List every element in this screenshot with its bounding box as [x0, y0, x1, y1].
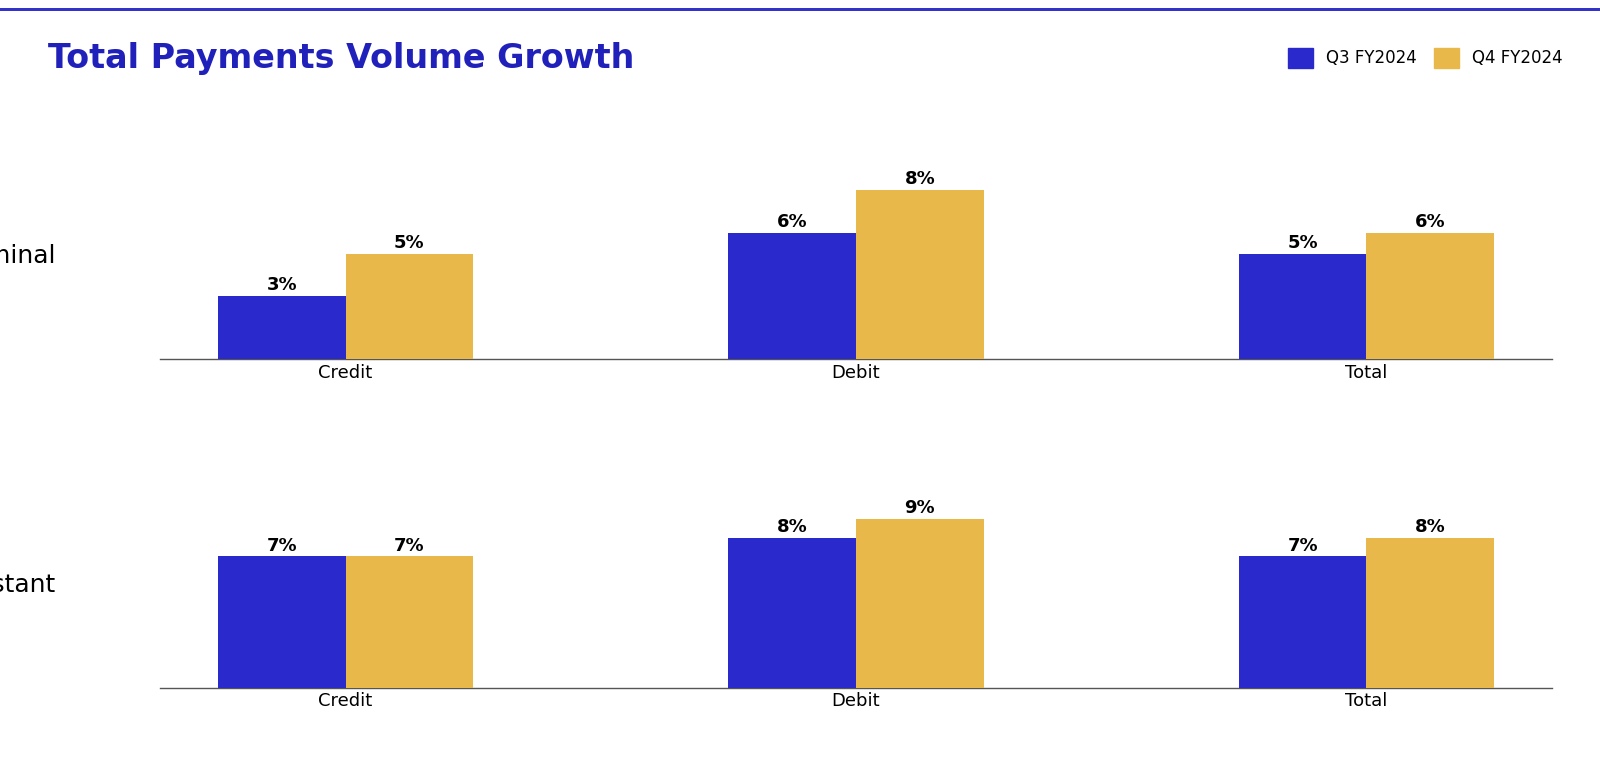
Text: 8%: 8% — [778, 518, 808, 536]
Bar — [346, 556, 474, 688]
Text: 5%: 5% — [394, 234, 424, 251]
Bar — [856, 519, 984, 688]
Bar — [1238, 254, 1366, 359]
Text: 8%: 8% — [904, 170, 934, 189]
Text: 7%: 7% — [394, 536, 424, 555]
Text: Nominal: Nominal — [0, 244, 56, 268]
Bar — [218, 296, 346, 359]
Bar — [856, 190, 984, 359]
Legend: Q3 FY2024, Q4 FY2024: Q3 FY2024, Q4 FY2024 — [1283, 43, 1568, 73]
Bar — [1238, 556, 1366, 688]
Text: 5%: 5% — [1288, 234, 1318, 251]
Bar — [346, 254, 474, 359]
Bar — [1366, 538, 1494, 688]
Text: 6%: 6% — [778, 212, 808, 231]
Bar — [728, 232, 856, 359]
Text: 7%: 7% — [1288, 536, 1318, 555]
Bar — [218, 556, 346, 688]
Text: 9%: 9% — [904, 499, 934, 517]
Text: Constant: Constant — [0, 573, 56, 597]
Text: 6%: 6% — [1414, 212, 1445, 231]
Bar — [728, 538, 856, 688]
Text: 3%: 3% — [267, 276, 298, 293]
Text: 7%: 7% — [267, 536, 298, 555]
Text: 8%: 8% — [1414, 518, 1445, 536]
Text: Total Payments Volume Growth: Total Payments Volume Growth — [48, 42, 634, 75]
Bar — [1366, 232, 1494, 359]
